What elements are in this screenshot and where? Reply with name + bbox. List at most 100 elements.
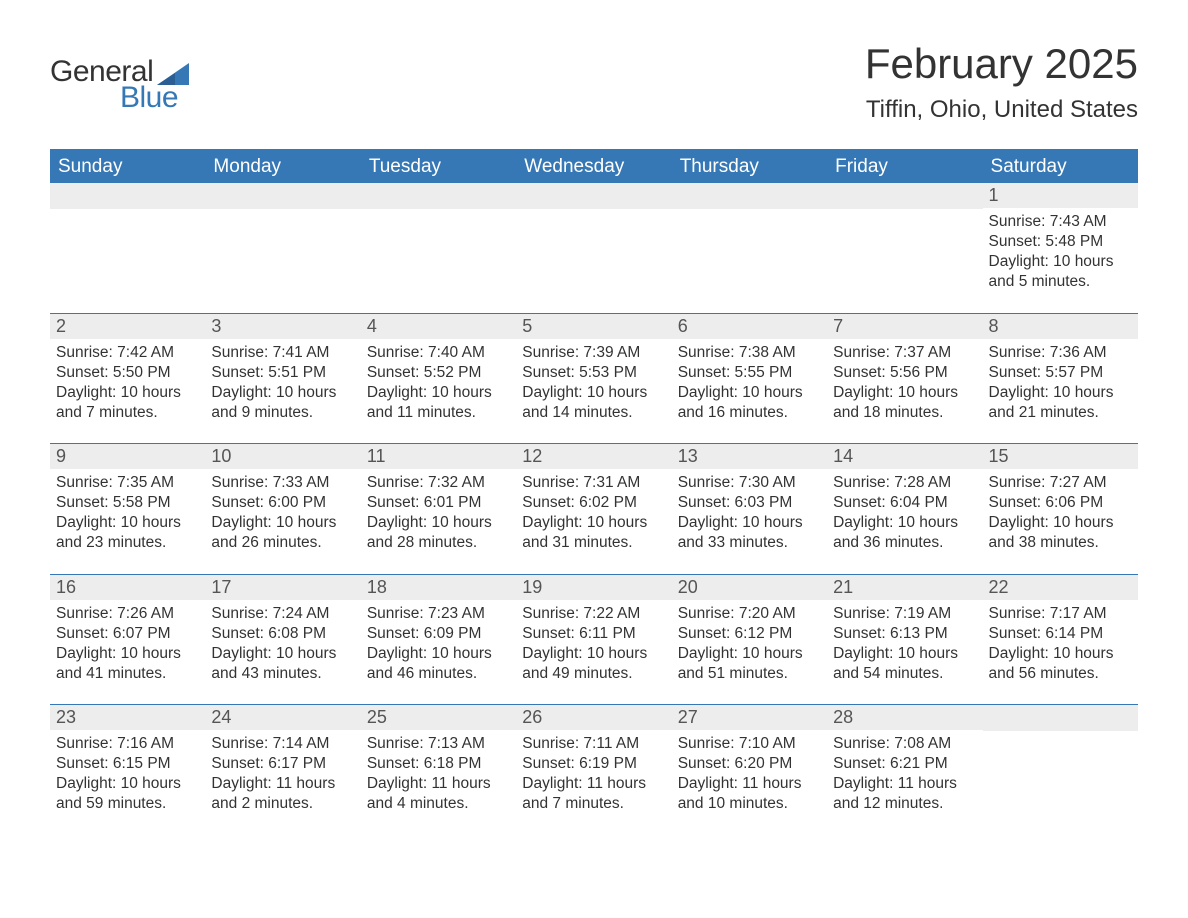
calendar-cell: 11Sunrise: 7:32 AMSunset: 6:01 PMDayligh… [361,444,516,574]
day-d1: Daylight: 11 hours [678,774,821,794]
calendar-cell: 14Sunrise: 7:28 AMSunset: 6:04 PMDayligh… [827,444,982,574]
day-number-bar [827,183,982,209]
day-details: Sunrise: 7:37 AMSunset: 5:56 PMDaylight:… [827,339,982,434]
weekday-header: Tuesday [361,150,516,183]
calendar-cell: 13Sunrise: 7:30 AMSunset: 6:03 PMDayligh… [672,444,827,574]
day-details: Sunrise: 7:26 AMSunset: 6:07 PMDaylight:… [50,600,205,695]
calendar-cell: 7Sunrise: 7:37 AMSunset: 5:56 PMDaylight… [827,314,982,444]
day-number: 8 [983,314,1138,339]
day-sr: Sunrise: 7:24 AM [211,604,354,624]
day-ss: Sunset: 6:02 PM [522,493,665,513]
day-ss: Sunset: 6:15 PM [56,754,199,774]
day-ss: Sunset: 5:57 PM [989,363,1132,383]
calendar-cell: 22Sunrise: 7:17 AMSunset: 6:14 PMDayligh… [983,575,1138,705]
day-d2: and 43 minutes. [211,664,354,684]
day-sr: Sunrise: 7:38 AM [678,343,821,363]
day-d2: and 14 minutes. [522,403,665,423]
day-ss: Sunset: 6:17 PM [211,754,354,774]
day-details: Sunrise: 7:11 AMSunset: 6:19 PMDaylight:… [516,730,671,825]
day-details: Sunrise: 7:35 AMSunset: 5:58 PMDaylight:… [50,469,205,564]
day-details: Sunrise: 7:17 AMSunset: 6:14 PMDaylight:… [983,600,1138,695]
calendar-week-row: 2Sunrise: 7:42 AMSunset: 5:50 PMDaylight… [50,314,1138,444]
day-number: 25 [361,705,516,730]
day-ss: Sunset: 6:07 PM [56,624,199,644]
day-ss: Sunset: 5:55 PM [678,363,821,383]
day-details: Sunrise: 7:16 AMSunset: 6:15 PMDaylight:… [50,730,205,825]
day-sr: Sunrise: 7:35 AM [56,473,199,493]
day-d1: Daylight: 10 hours [989,644,1132,664]
logo-text-blue: Blue [120,81,178,115]
day-ss: Sunset: 6:12 PM [678,624,821,644]
calendar-cell: 26Sunrise: 7:11 AMSunset: 6:19 PMDayligh… [516,705,671,835]
day-ss: Sunset: 6:18 PM [367,754,510,774]
header: General Blue February 2025 Tiffin, Ohio,… [50,40,1138,124]
day-details: Sunrise: 7:22 AMSunset: 6:11 PMDaylight:… [516,600,671,695]
weekday-header: Wednesday [516,150,671,183]
day-number: 11 [361,444,516,469]
day-number: 24 [205,705,360,730]
day-sr: Sunrise: 7:22 AM [522,604,665,624]
day-number: 16 [50,575,205,600]
day-d2: and 18 minutes. [833,403,976,423]
day-d2: and 51 minutes. [678,664,821,684]
logo: General Blue [50,40,189,115]
day-number: 27 [672,705,827,730]
day-d1: Daylight: 10 hours [522,644,665,664]
day-d1: Daylight: 10 hours [678,644,821,664]
day-d1: Daylight: 10 hours [522,383,665,403]
day-ss: Sunset: 6:09 PM [367,624,510,644]
day-sr: Sunrise: 7:11 AM [522,734,665,754]
day-number-bar [361,183,516,209]
day-ss: Sunset: 6:01 PM [367,493,510,513]
day-number: 19 [516,575,671,600]
day-ss: Sunset: 6:06 PM [989,493,1132,513]
day-ss: Sunset: 6:04 PM [833,493,976,513]
calendar-cell: 17Sunrise: 7:24 AMSunset: 6:08 PMDayligh… [205,575,360,705]
calendar-cell: 19Sunrise: 7:22 AMSunset: 6:11 PMDayligh… [516,575,671,705]
day-d2: and 12 minutes. [833,794,976,814]
day-details: Sunrise: 7:13 AMSunset: 6:18 PMDaylight:… [361,730,516,825]
day-ss: Sunset: 6:19 PM [522,754,665,774]
day-number: 18 [361,575,516,600]
day-d1: Daylight: 10 hours [833,383,976,403]
day-number: 28 [827,705,982,730]
day-sr: Sunrise: 7:31 AM [522,473,665,493]
day-sr: Sunrise: 7:08 AM [833,734,976,754]
day-d1: Daylight: 10 hours [56,774,199,794]
day-details: Sunrise: 7:08 AMSunset: 6:21 PMDaylight:… [827,730,982,825]
calendar-cell: 23Sunrise: 7:16 AMSunset: 6:15 PMDayligh… [50,705,205,835]
calendar-week-row: 23Sunrise: 7:16 AMSunset: 6:15 PMDayligh… [50,705,1138,835]
day-d1: Daylight: 10 hours [522,513,665,533]
day-sr: Sunrise: 7:26 AM [56,604,199,624]
calendar-cell [827,183,982,313]
calendar-cell: 10Sunrise: 7:33 AMSunset: 6:00 PMDayligh… [205,444,360,574]
day-details: Sunrise: 7:20 AMSunset: 6:12 PMDaylight:… [672,600,827,695]
weekday-header: Sunday [50,150,205,183]
day-details: Sunrise: 7:38 AMSunset: 5:55 PMDaylight:… [672,339,827,434]
calendar-week-row: 16Sunrise: 7:26 AMSunset: 6:07 PMDayligh… [50,575,1138,705]
day-sr: Sunrise: 7:42 AM [56,343,199,363]
calendar-cell [361,183,516,313]
calendar-cell: 6Sunrise: 7:38 AMSunset: 5:55 PMDaylight… [672,314,827,444]
day-d2: and 36 minutes. [833,533,976,553]
day-d1: Daylight: 11 hours [211,774,354,794]
day-details: Sunrise: 7:27 AMSunset: 6:06 PMDaylight:… [983,469,1138,564]
day-number: 14 [827,444,982,469]
calendar-cell: 8Sunrise: 7:36 AMSunset: 5:57 PMDaylight… [983,314,1138,444]
day-d1: Daylight: 10 hours [211,513,354,533]
day-number: 12 [516,444,671,469]
day-sr: Sunrise: 7:17 AM [989,604,1132,624]
day-d1: Daylight: 10 hours [367,644,510,664]
calendar-cell: 4Sunrise: 7:40 AMSunset: 5:52 PMDaylight… [361,314,516,444]
day-d1: Daylight: 10 hours [56,513,199,533]
day-number-bar [516,183,671,209]
calendar-cell: 9Sunrise: 7:35 AMSunset: 5:58 PMDaylight… [50,444,205,574]
day-d2: and 7 minutes. [522,794,665,814]
day-d2: and 33 minutes. [678,533,821,553]
day-d2: and 31 minutes. [522,533,665,553]
day-ss: Sunset: 5:51 PM [211,363,354,383]
calendar-cell [983,705,1138,835]
day-number: 6 [672,314,827,339]
day-number-bar [50,183,205,209]
day-details: Sunrise: 7:28 AMSunset: 6:04 PMDaylight:… [827,469,982,564]
